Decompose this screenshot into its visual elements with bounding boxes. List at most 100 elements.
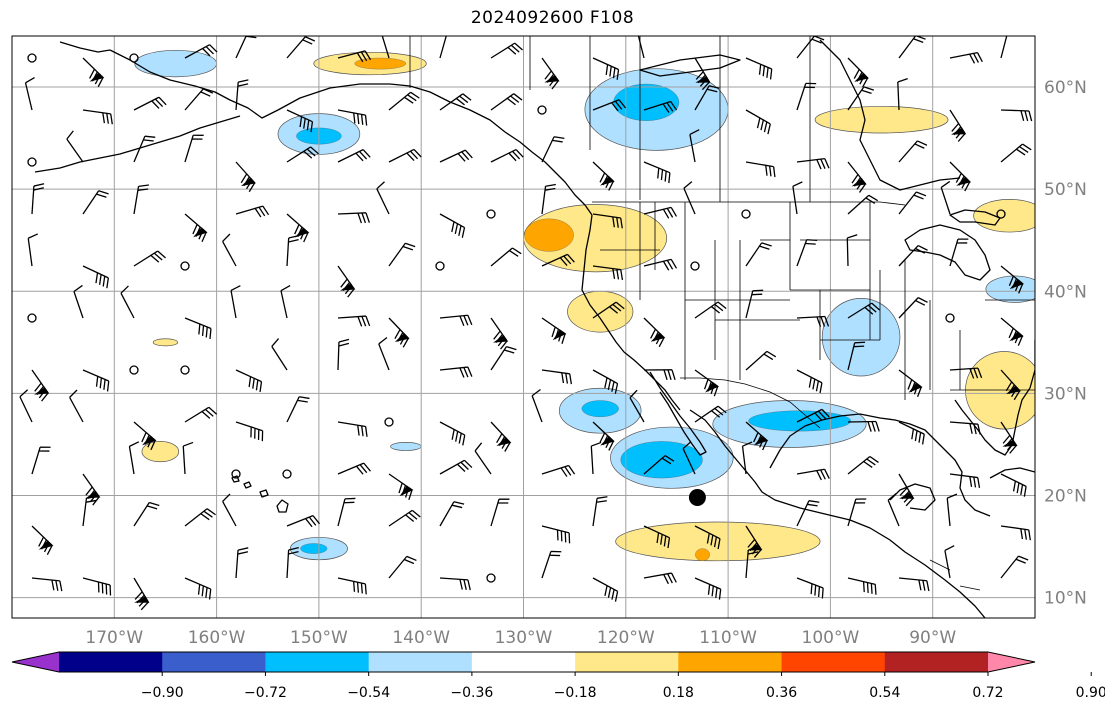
wind-barb-icon bbox=[388, 242, 416, 267]
anomaly-central-pacific-small bbox=[152, 338, 179, 347]
great-lakes bbox=[904, 224, 991, 281]
wind-barbs bbox=[19, 36, 1033, 611]
wind-barb-icon bbox=[1000, 555, 1029, 579]
wind-barb-icon bbox=[541, 369, 572, 385]
lat-label: 20°N bbox=[1044, 486, 1087, 506]
wind-barb-icon bbox=[439, 501, 465, 527]
wind-barb-icon bbox=[31, 369, 50, 402]
wind-barb-icon bbox=[184, 317, 212, 339]
wind-barb-icon bbox=[337, 50, 372, 63]
wind-barb-icon bbox=[66, 130, 84, 163]
wind-barb-icon bbox=[376, 181, 390, 215]
colorbar-label: −0.90 bbox=[141, 685, 184, 701]
wind-barb-icon bbox=[1000, 317, 1024, 346]
wind-barb-icon bbox=[378, 336, 390, 371]
wind-barb-icon bbox=[847, 455, 879, 475]
calm-wind-icon bbox=[690, 261, 700, 271]
colorbar-swatch bbox=[59, 652, 163, 672]
wind-barb-icon bbox=[286, 235, 299, 267]
calm-wind-icon bbox=[27, 313, 37, 323]
wind-barb-icon bbox=[847, 194, 879, 215]
wind-barb-icon bbox=[745, 242, 772, 267]
wind-barb-icon bbox=[24, 76, 35, 111]
lon-label: 140°W bbox=[392, 628, 450, 648]
wind-barb-icon bbox=[184, 577, 212, 600]
wind-barb-icon bbox=[337, 462, 371, 475]
wind-barb-icon bbox=[637, 36, 645, 59]
lon-label: 160°W bbox=[188, 628, 246, 648]
wind-barb-icon bbox=[490, 93, 523, 111]
colorbar-label: 0.72 bbox=[972, 685, 1003, 701]
colorbar-extend-min bbox=[12, 652, 59, 672]
wind-barb-icon bbox=[590, 441, 602, 475]
wind-barb-icon bbox=[898, 297, 928, 319]
wind-barb-icon bbox=[694, 525, 721, 550]
wind-barb-icon bbox=[643, 369, 676, 381]
colorbar-extend-max bbox=[988, 652, 1035, 672]
hawaii-kauai bbox=[231, 475, 240, 483]
wind-barb-icon bbox=[898, 421, 925, 445]
wind-barb-icon bbox=[184, 44, 218, 59]
wind-barb-icon bbox=[531, 388, 543, 423]
lake-superior bbox=[949, 209, 1001, 226]
lon-label: 100°W bbox=[802, 628, 860, 648]
wind-barb-icon bbox=[388, 555, 417, 579]
wind-barb-icon bbox=[592, 369, 619, 394]
wind-barb-icon bbox=[184, 508, 216, 527]
wind-barb-icon bbox=[337, 149, 371, 163]
wind-barb-icon bbox=[944, 545, 955, 579]
political-borders bbox=[409, 36, 1035, 591]
wind-barb-icon bbox=[643, 455, 675, 475]
wind-barb-icon bbox=[898, 369, 923, 397]
wind-barb-icon bbox=[796, 408, 830, 423]
anomaly-hudson-west bbox=[814, 106, 949, 134]
calm-wind-icon bbox=[537, 105, 547, 115]
wind-barb-icon bbox=[82, 109, 113, 125]
wind-barb-icon bbox=[82, 190, 109, 215]
wind-barb-icon bbox=[541, 550, 562, 579]
wind-barb-icon bbox=[280, 285, 291, 319]
us-west-coast bbox=[581, 214, 681, 411]
calm-wind-icon bbox=[27, 53, 37, 63]
wind-barb-icon bbox=[388, 473, 414, 501]
colorbar-label: 0.54 bbox=[869, 685, 900, 701]
wind-barb-icon bbox=[946, 493, 958, 527]
wind-barb-icon bbox=[541, 525, 571, 544]
florida bbox=[954, 387, 1031, 456]
wind-barb-icon bbox=[1000, 109, 1033, 122]
wind-barb-icon bbox=[73, 284, 84, 319]
anomaly-alaska-north-core bbox=[354, 57, 407, 70]
anomaly-tropical-band-core bbox=[695, 548, 710, 561]
wind-barb-icon bbox=[643, 206, 678, 219]
calm-wind-icon bbox=[129, 365, 139, 375]
wind-barb-icon bbox=[439, 149, 473, 163]
wind-barb-icon bbox=[182, 441, 194, 475]
calm-wind-icon bbox=[945, 313, 955, 323]
wind-barb-icon bbox=[286, 396, 310, 423]
lon-label: 130°W bbox=[495, 628, 553, 648]
wind-barb-icon bbox=[898, 473, 915, 507]
wind-barb-icon bbox=[949, 51, 983, 64]
wind-barb-icon bbox=[286, 213, 310, 243]
wind-barb-icon bbox=[286, 109, 314, 133]
wind-barb-icon bbox=[940, 180, 951, 215]
wind-barb-icon bbox=[694, 405, 727, 423]
colorbar-label: 0.90 bbox=[1076, 685, 1105, 701]
calm-wind-icon bbox=[180, 261, 190, 271]
wind-barb-icon bbox=[643, 317, 666, 348]
us-mexico-border bbox=[680, 377, 821, 429]
wind-barb-icon bbox=[184, 213, 208, 243]
wind-barb-icon bbox=[796, 82, 817, 111]
wind-barb-icon bbox=[439, 366, 473, 378]
calm-wind-icon bbox=[996, 209, 1006, 219]
wind-barb-icon bbox=[235, 547, 249, 579]
wind-barb-icon bbox=[949, 238, 969, 267]
wind-barb-icon bbox=[184, 406, 218, 423]
colorbar-swatch bbox=[884, 652, 989, 672]
canada-province-lines bbox=[529, 36, 811, 202]
lat-label: 60°N bbox=[1044, 78, 1087, 98]
wind-barb-icon bbox=[286, 546, 299, 579]
map-plot-area bbox=[12, 36, 1035, 618]
lon-label: 150°W bbox=[290, 628, 348, 648]
